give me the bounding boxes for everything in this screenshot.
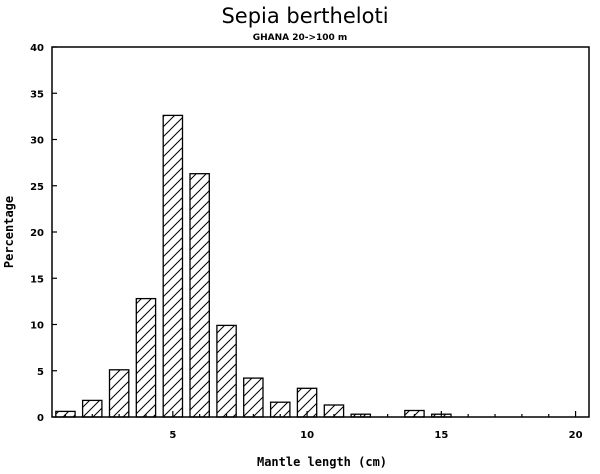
y-tick-label: 0 [37,413,44,424]
y-tick-label: 20 [30,228,44,239]
plot-frame [51,46,590,418]
y-tick-label: 40 [30,43,44,54]
bar [162,114,184,418]
y-tick-label: 5 [37,367,44,378]
x-axis-ticks: 5 10 15 20 [64,411,583,441]
bars [55,114,452,418]
x-tick-label: 5 [169,430,176,441]
x-axis-label: Mantle length (cm) [257,455,387,469]
y-tick-label: 25 [30,182,44,193]
y-tick-label: 35 [30,89,44,100]
bar [135,297,157,418]
y-tick-label: 30 [30,136,44,147]
bar [216,324,237,418]
y-tick-label: 15 [30,274,44,285]
x-tick-label: 15 [434,430,448,441]
bar [108,369,130,418]
x-tick-label: 10 [300,430,314,441]
bar [243,377,264,418]
y-axis-label: Percentage [2,196,16,268]
chart-subtitle: GHANA 20->100 m [253,33,348,43]
bar [189,173,210,418]
chart-title: Sepia bertheloti [221,4,388,28]
y-tick-label: 10 [30,321,44,332]
y-axis-ticks: 0 5 10 15 20 25 30 35 40 [30,43,57,424]
x-tick-label: 20 [569,430,583,441]
